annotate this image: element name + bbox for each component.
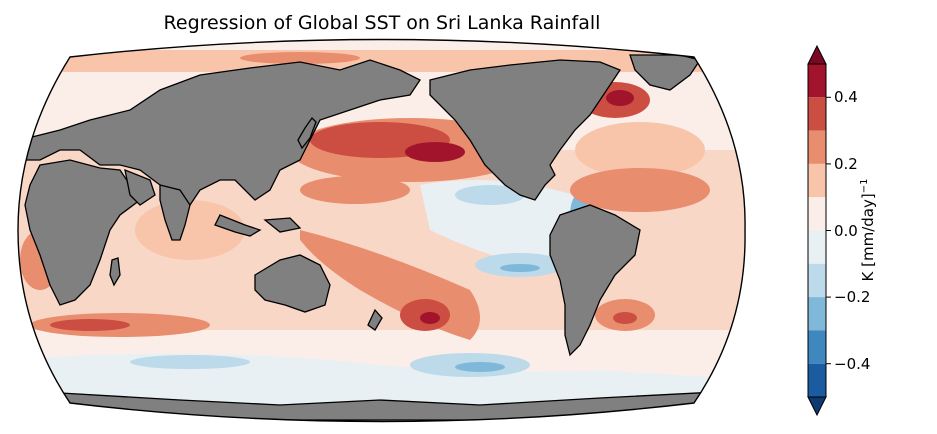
colorbar-tick-label: 0.0 [834, 221, 858, 240]
colorbar-level-7 [808, 297, 826, 331]
colorbar-extend-min [807, 396, 827, 417]
colorbar-label-main: K [mm/day] [859, 193, 877, 282]
colorbar-level-8 [808, 330, 826, 364]
colorbar-level-9 [808, 363, 826, 397]
colorbar-extend-max [807, 44, 827, 65]
colorbar-tick-label: 0.4 [834, 88, 858, 107]
colorbar-label: K [mm/day]−1 [859, 179, 877, 282]
colorbar-level-5 [808, 230, 826, 264]
colorbar-level-4 [808, 197, 826, 231]
land-mask [18, 54, 746, 421]
colorbar-tick-label: 0.2 [834, 154, 858, 173]
map-title: Regression of Global SST on Sri Lanka Ra… [163, 12, 601, 34]
colorbar-tick-label: −0.4 [834, 354, 871, 373]
colorbar-level-2 [808, 130, 826, 164]
colorbar-label-exponent: −1 [859, 178, 870, 194]
colorbar-level-1 [808, 97, 826, 131]
colorbar-level-0 [808, 64, 826, 98]
colorbar-level-6 [808, 263, 826, 298]
globe-outline [17, 38, 746, 423]
colorbar-level-3 [808, 163, 826, 198]
colorbar-tick-label: −0.2 [834, 288, 871, 307]
colorbar [807, 44, 831, 417]
